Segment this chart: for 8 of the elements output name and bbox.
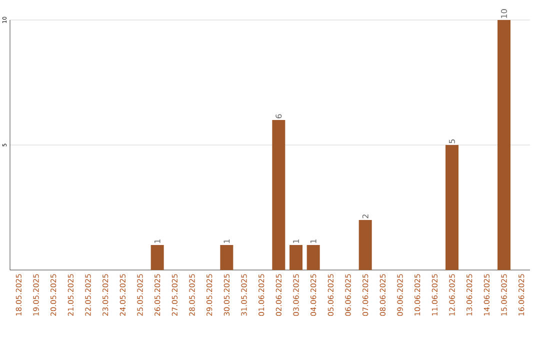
bar <box>498 20 511 270</box>
bar <box>272 120 286 270</box>
bar <box>150 245 164 270</box>
bar <box>446 145 459 270</box>
bar <box>220 245 234 270</box>
bar <box>290 245 302 270</box>
bar <box>306 245 320 270</box>
bar <box>358 220 372 270</box>
